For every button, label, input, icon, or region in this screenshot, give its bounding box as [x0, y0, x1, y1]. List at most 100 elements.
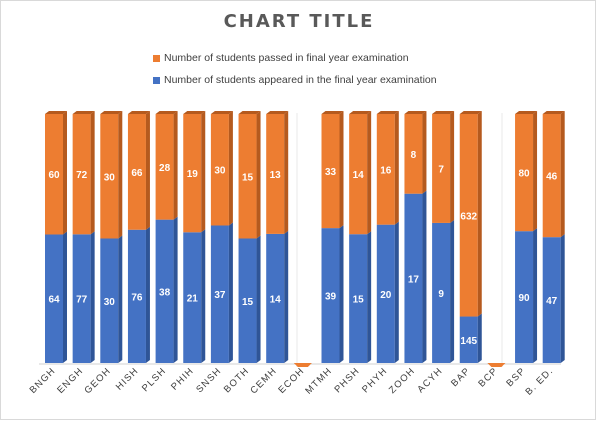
- bar-passed-side-geoh: [118, 111, 123, 239]
- bar-appeared-side-phih: [201, 229, 206, 363]
- bar-passed-side-mtmh: [339, 111, 344, 229]
- bar-appeared-engh: [72, 234, 91, 363]
- bar-appeared-zooh: [404, 193, 423, 363]
- bar-empty-bcp: [487, 363, 506, 367]
- bar-appeared-side-both: [256, 235, 261, 363]
- bar-passed-top-cemh: [266, 111, 289, 114]
- bar-appeared-phih: [183, 232, 202, 363]
- bar-passed-side-bngh: [63, 111, 67, 235]
- bar-passed-phih: [183, 114, 202, 233]
- bar-passed-side-bsp: [533, 111, 538, 232]
- data-label-appeared-zooh: 17: [408, 274, 420, 285]
- bar-passed-top-snsh: [210, 111, 233, 114]
- data-label-passed-snsh: 30: [214, 166, 226, 177]
- x-tick-label-plsh: PLSH: [140, 365, 169, 394]
- bar-passed-top-hish: [127, 111, 150, 114]
- bar-appeared-bngh: [45, 234, 63, 363]
- bar-appeared-plsh: [155, 219, 174, 363]
- bar-appeared-side-plsh: [173, 216, 178, 363]
- data-label-passed-bap: 632: [460, 211, 477, 222]
- bar-appeared-side-acyh: [450, 219, 455, 363]
- legend-item-appeared: Number of students appeared in the final…: [153, 73, 437, 87]
- data-label-appeared-bsp: 90: [518, 293, 530, 304]
- x-tick-label-bcp: BCP: [476, 365, 500, 389]
- x-tick-label-snsh: SNSH: [194, 365, 224, 395]
- data-label-passed-phih: 19: [187, 169, 199, 180]
- bar-passed-side-phih: [201, 111, 206, 233]
- bar-passed-geoh: [100, 114, 119, 239]
- bar-passed-phsh: [349, 114, 368, 235]
- bar-appeared-bsp: [515, 231, 534, 363]
- bar-passed-b-ed: [542, 114, 561, 238]
- legend-swatch-appeared: [153, 76, 160, 84]
- chart-title: CHART TITLE: [223, 11, 375, 32]
- legend-item-passed: Number of students passed in final year …: [153, 51, 409, 65]
- x-tick-label-bngh: BNGH: [28, 365, 59, 396]
- legend-label-passed: Number of students passed in final year …: [164, 52, 409, 64]
- bar-passed-top-geoh: [100, 111, 123, 114]
- bar-passed-top-both: [238, 111, 261, 114]
- data-label-appeared-both: 15: [242, 297, 254, 308]
- bar-passed-top-phsh: [349, 111, 372, 114]
- data-label-passed-b-ed: 46: [546, 172, 558, 183]
- data-label-appeared-geoh: 30: [104, 297, 116, 308]
- data-label-appeared-phih: 21: [187, 294, 199, 305]
- bar-passed-top-plsh: [155, 111, 178, 114]
- bar-appeared-mtmh: [321, 228, 340, 363]
- x-tick-label-both: BOTH: [222, 365, 252, 395]
- legend-label-appeared: Number of students appeared in the final…: [164, 74, 437, 86]
- bar-appeared-side-geoh: [118, 235, 123, 363]
- data-label-passed-bsp: 80: [518, 169, 530, 180]
- bar-passed-plsh: [155, 114, 174, 220]
- bar-passed-top-zooh: [404, 111, 427, 114]
- data-label-passed-phyh: 16: [380, 165, 392, 176]
- data-label-passed-zooh: 8: [411, 150, 417, 161]
- bar-appeared-side-mtmh: [339, 225, 344, 363]
- bar-passed-acyh: [432, 114, 451, 223]
- data-label-passed-both: 15: [242, 172, 254, 183]
- data-label-appeared-engh: 77: [76, 295, 88, 306]
- data-label-passed-phsh: 14: [353, 170, 365, 181]
- data-label-appeared-cemh: 14: [270, 294, 282, 305]
- bar-passed-side-phyh: [394, 111, 399, 225]
- x-tick-label-hish: HISH: [114, 365, 141, 392]
- bar-passed-side-engh: [90, 111, 95, 235]
- bar-passed-cemh: [266, 114, 285, 234]
- bar-passed-top-bngh: [45, 111, 67, 114]
- bar-appeared-snsh: [210, 225, 229, 363]
- bar-appeared-side-zooh: [422, 190, 427, 363]
- bar-passed-top-mtmh: [321, 111, 344, 114]
- x-tick-label-acyh: ACYH: [415, 365, 445, 395]
- bar-appeared-acyh: [432, 222, 451, 363]
- data-label-appeared-hish: 76: [131, 292, 143, 303]
- bar-passed-bngh: [45, 114, 63, 235]
- legend-swatch-passed: [153, 54, 160, 62]
- data-label-appeared-b-ed: 47: [546, 296, 558, 307]
- bar-passed-bap: [459, 114, 478, 317]
- bar-passed-snsh: [210, 114, 229, 226]
- data-label-passed-cemh: 13: [270, 170, 282, 181]
- bar-passed-top-phih: [183, 111, 206, 114]
- bar-passed-side-cemh: [284, 111, 289, 234]
- x-tick-label-engh: ENGH: [55, 365, 86, 396]
- data-label-passed-engh: 72: [76, 170, 88, 181]
- bar-passed-zooh: [404, 114, 423, 194]
- bar-passed-side-acyh: [450, 111, 455, 223]
- bar-passed-both: [238, 114, 257, 239]
- bar-appeared-side-hish: [145, 226, 150, 363]
- data-label-passed-acyh: 7: [438, 164, 444, 175]
- data-label-passed-hish: 66: [131, 168, 143, 179]
- bar-appeared-side-snsh: [228, 222, 233, 363]
- bar-appeared-side-phyh: [394, 221, 399, 363]
- bar-appeared-side-engh: [90, 231, 95, 363]
- bar-passed-side-bap: [477, 111, 482, 317]
- data-label-passed-geoh: 30: [104, 172, 116, 183]
- data-label-appeared-bngh: 64: [48, 295, 60, 306]
- bar-appeared-side-phsh: [367, 231, 372, 363]
- bar-appeared-phyh: [376, 224, 395, 363]
- bar-passed-side-both: [256, 111, 261, 239]
- bar-passed-side-b-ed: [560, 111, 565, 238]
- bar-appeared-both: [238, 238, 257, 363]
